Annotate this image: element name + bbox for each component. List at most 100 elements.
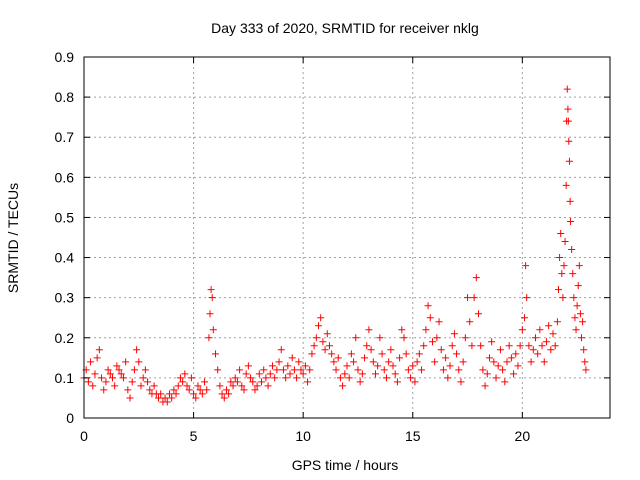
data-point-marker	[393, 378, 401, 386]
data-point-marker	[229, 382, 237, 390]
data-point-marker	[553, 318, 561, 326]
data-point-marker	[409, 362, 417, 370]
data-point-marker	[122, 358, 130, 366]
plot-frame	[83, 56, 611, 419]
data-point-marker	[477, 342, 485, 350]
data-point-marker	[163, 398, 171, 406]
data-point-marker	[554, 286, 562, 294]
data-point-marker	[481, 382, 489, 390]
data-point-marker	[275, 358, 283, 366]
data-point-marker	[542, 338, 550, 346]
data-point-marker	[566, 197, 574, 205]
data-point-marker	[444, 374, 452, 382]
data-point-marker	[569, 270, 577, 278]
data-point-marker	[391, 370, 399, 378]
data-point-marker	[216, 382, 224, 390]
data-point-marker	[564, 117, 572, 125]
data-point-marker	[516, 342, 524, 350]
data-point-marker	[253, 382, 261, 390]
data-point-marker	[371, 370, 379, 378]
data-point-marker	[576, 310, 584, 318]
data-point-marker	[433, 334, 441, 342]
data-point-marker	[249, 378, 257, 386]
data-point-marker	[413, 358, 421, 366]
data-point-marker	[98, 374, 106, 382]
data-point-marker	[244, 362, 252, 370]
data-point-marker	[522, 262, 530, 270]
data-point-marker	[374, 362, 382, 370]
data-point-marker	[352, 334, 360, 342]
data-point-marker	[266, 370, 274, 378]
data-point-marker	[137, 382, 145, 390]
data-point-marker	[282, 374, 290, 382]
data-point-marker	[321, 346, 329, 354]
data-point-marker	[457, 378, 465, 386]
x-tick-label: 10	[295, 428, 311, 444]
data-point-marker	[450, 330, 458, 338]
data-point-marker	[339, 382, 347, 390]
data-point-marker	[499, 366, 507, 374]
data-point-marker	[336, 374, 344, 382]
data-point-marker	[192, 394, 200, 402]
data-point-marker	[527, 358, 535, 366]
data-point-marker	[418, 366, 426, 374]
data-point-marker	[475, 310, 482, 318]
data-point-marker	[573, 302, 581, 310]
data-point-marker	[453, 350, 461, 358]
data-point-marker	[258, 378, 266, 386]
data-point-marker	[563, 85, 571, 93]
data-point-marker	[89, 382, 97, 390]
x-tick-label: 15	[405, 428, 421, 444]
data-point-marker	[510, 370, 518, 378]
y-tick-label: 0.9	[55, 49, 75, 65]
data-point-marker	[161, 394, 169, 402]
x-axis-label: GPS time / hours	[292, 457, 399, 473]
data-point-marker	[299, 370, 307, 378]
data-point-marker	[277, 346, 285, 354]
data-point-marker	[582, 366, 590, 374]
data-point-marker	[207, 286, 215, 294]
data-point-marker	[557, 229, 565, 237]
data-point-marker	[128, 378, 136, 386]
data-point-marker	[218, 390, 226, 398]
data-point-marker	[201, 378, 209, 386]
data-point-marker	[126, 394, 134, 402]
data-point-marker	[179, 378, 187, 386]
data-point-marker	[459, 358, 467, 366]
data-point-marker	[382, 374, 390, 382]
data-point-marker	[174, 382, 182, 390]
data-point-marker	[402, 350, 410, 358]
data-point-marker	[279, 366, 287, 374]
data-point-marker	[301, 362, 309, 370]
data-point-marker	[514, 362, 522, 370]
data-point-marker	[380, 366, 388, 374]
data-point-marker	[304, 378, 312, 386]
data-point-marker	[264, 382, 272, 390]
data-point-marker	[363, 342, 371, 350]
data-point-marker	[483, 370, 491, 378]
data-point-marker	[255, 370, 263, 378]
data-point-marker	[422, 326, 430, 334]
data-point-marker	[505, 342, 513, 350]
data-point-marker	[170, 386, 178, 394]
data-point-marker	[133, 346, 141, 354]
data-point-marker	[345, 374, 353, 382]
data-point-marker	[102, 378, 110, 386]
data-point-marker	[115, 366, 123, 374]
data-point-marker	[503, 358, 511, 366]
data-point-marker	[206, 310, 214, 318]
y-tick-label: 0.5	[55, 209, 75, 225]
data-point-marker	[225, 390, 233, 398]
data-point-marker	[534, 350, 542, 358]
data-point-marker	[488, 338, 496, 346]
data-point-marker	[293, 374, 301, 382]
data-point-marker	[268, 362, 276, 370]
data-point-marker	[119, 374, 127, 382]
data-point-marker	[196, 386, 204, 394]
data-points	[80, 85, 590, 406]
data-point-marker	[580, 346, 588, 354]
data-point-marker	[437, 346, 445, 354]
data-point-marker	[130, 366, 138, 374]
data-point-marker	[104, 366, 112, 374]
